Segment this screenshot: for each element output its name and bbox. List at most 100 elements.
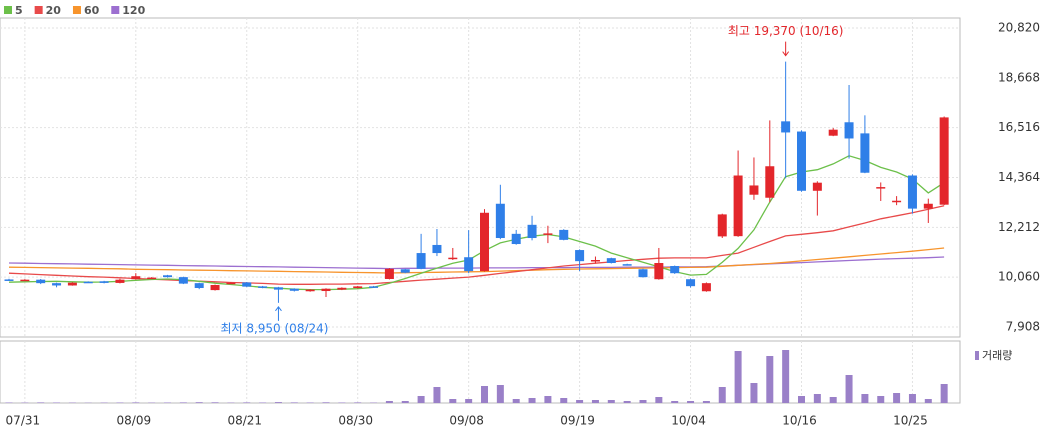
legend-label: 60 bbox=[84, 4, 100, 17]
volume-bar bbox=[449, 399, 457, 403]
volume-bar bbox=[385, 401, 393, 403]
candle-body bbox=[686, 279, 696, 287]
candle-body bbox=[464, 257, 474, 272]
candle-body bbox=[369, 286, 379, 288]
x-tick-label: 07/31 bbox=[6, 414, 41, 428]
volume-bar bbox=[322, 402, 330, 403]
legend-label: 5 bbox=[15, 4, 23, 17]
candle-body bbox=[559, 229, 569, 240]
candle-body bbox=[4, 279, 14, 281]
volume-bar bbox=[179, 402, 187, 403]
volume-legend-swatch bbox=[975, 351, 979, 360]
candle-body bbox=[131, 276, 141, 280]
candle-body bbox=[590, 260, 600, 262]
volume-bar bbox=[655, 397, 663, 403]
volume-bar bbox=[306, 402, 314, 403]
volume-bar bbox=[607, 400, 615, 403]
volume-bar bbox=[829, 397, 837, 403]
volume-bar bbox=[481, 386, 488, 403]
y-tick-label: 10,060 bbox=[998, 270, 1040, 284]
candle-body bbox=[765, 166, 775, 198]
volume-bar bbox=[290, 402, 298, 403]
volume-bar bbox=[782, 350, 790, 403]
y-tick-label: 20,820 bbox=[998, 21, 1040, 35]
volume-bar bbox=[766, 356, 774, 403]
candle-body bbox=[400, 269, 410, 273]
volume-bar bbox=[560, 398, 568, 403]
volume-bar bbox=[908, 394, 916, 403]
candle-body bbox=[701, 283, 711, 292]
ma-line bbox=[8, 247, 945, 274]
candle-body bbox=[939, 117, 949, 205]
candle-body bbox=[321, 288, 331, 292]
candle-body bbox=[892, 200, 902, 203]
candle-body bbox=[210, 285, 220, 291]
candle-body bbox=[670, 266, 680, 274]
volume-bar bbox=[5, 402, 13, 403]
candle-body bbox=[575, 250, 585, 262]
candle-body bbox=[844, 122, 854, 139]
candle-body bbox=[749, 185, 759, 195]
volume-bar bbox=[750, 383, 758, 403]
volume-bar bbox=[893, 393, 901, 403]
candle-body bbox=[384, 268, 394, 279]
volume-bar bbox=[544, 396, 552, 403]
legend-label: 120 bbox=[122, 4, 145, 17]
candle-body bbox=[226, 282, 236, 285]
x-tick-label: 08/09 bbox=[117, 414, 152, 428]
volume-bar bbox=[401, 401, 409, 403]
y-tick-label: 7,908 bbox=[1006, 319, 1040, 333]
candle-body bbox=[178, 277, 188, 284]
x-tick-label: 10/04 bbox=[671, 414, 706, 428]
candle-body bbox=[194, 283, 204, 289]
volume-bar bbox=[164, 402, 171, 403]
volume-bar bbox=[259, 402, 267, 403]
legend-swatch bbox=[72, 6, 81, 14]
candle-body bbox=[907, 175, 917, 209]
volume-bar bbox=[53, 402, 61, 403]
candle-body bbox=[511, 233, 521, 245]
candle-body bbox=[797, 131, 806, 191]
volume-bar bbox=[845, 375, 853, 403]
volume-bar bbox=[37, 402, 45, 403]
volume-bar bbox=[195, 402, 203, 403]
y-tick-label: 18,668 bbox=[998, 70, 1040, 84]
candle-body bbox=[860, 133, 870, 173]
y-tick-label: 16,516 bbox=[998, 120, 1040, 134]
annotation-arrow bbox=[782, 41, 790, 57]
candle-body bbox=[828, 129, 838, 136]
volume-bar bbox=[718, 387, 726, 403]
annotation-arrow bbox=[275, 305, 282, 321]
volume-bar bbox=[924, 399, 932, 403]
candle-body bbox=[543, 233, 553, 235]
volume-bar bbox=[861, 394, 869, 403]
candle-body bbox=[99, 281, 109, 283]
candle-body bbox=[733, 175, 743, 237]
candle-body bbox=[448, 257, 458, 260]
candle-body bbox=[242, 282, 252, 287]
candle-body bbox=[495, 203, 505, 239]
volume-bar bbox=[211, 402, 219, 403]
annotation: 최고 19,370 (10/16) bbox=[728, 24, 844, 38]
candle-body bbox=[289, 288, 299, 291]
candle-body bbox=[337, 287, 347, 290]
volume-legend: 거래량 bbox=[982, 349, 1012, 362]
candle-body bbox=[480, 212, 489, 272]
y-tick-label: 12,212 bbox=[998, 220, 1040, 234]
volume-bar bbox=[940, 384, 948, 403]
candle-body bbox=[115, 279, 125, 283]
candle-body bbox=[781, 121, 791, 133]
volume-bar bbox=[623, 401, 631, 403]
x-tick-label: 10/25 bbox=[893, 414, 928, 428]
volume-frame bbox=[0, 340, 961, 404]
candle-body bbox=[717, 214, 727, 237]
candle-body bbox=[163, 275, 172, 278]
volume-bar bbox=[338, 402, 346, 403]
volume-bar bbox=[433, 387, 441, 403]
volume-bar bbox=[639, 400, 647, 403]
volume-bar bbox=[687, 401, 695, 403]
candle-body bbox=[654, 263, 664, 280]
candle-body bbox=[923, 203, 933, 209]
legend-swatch bbox=[111, 6, 120, 14]
